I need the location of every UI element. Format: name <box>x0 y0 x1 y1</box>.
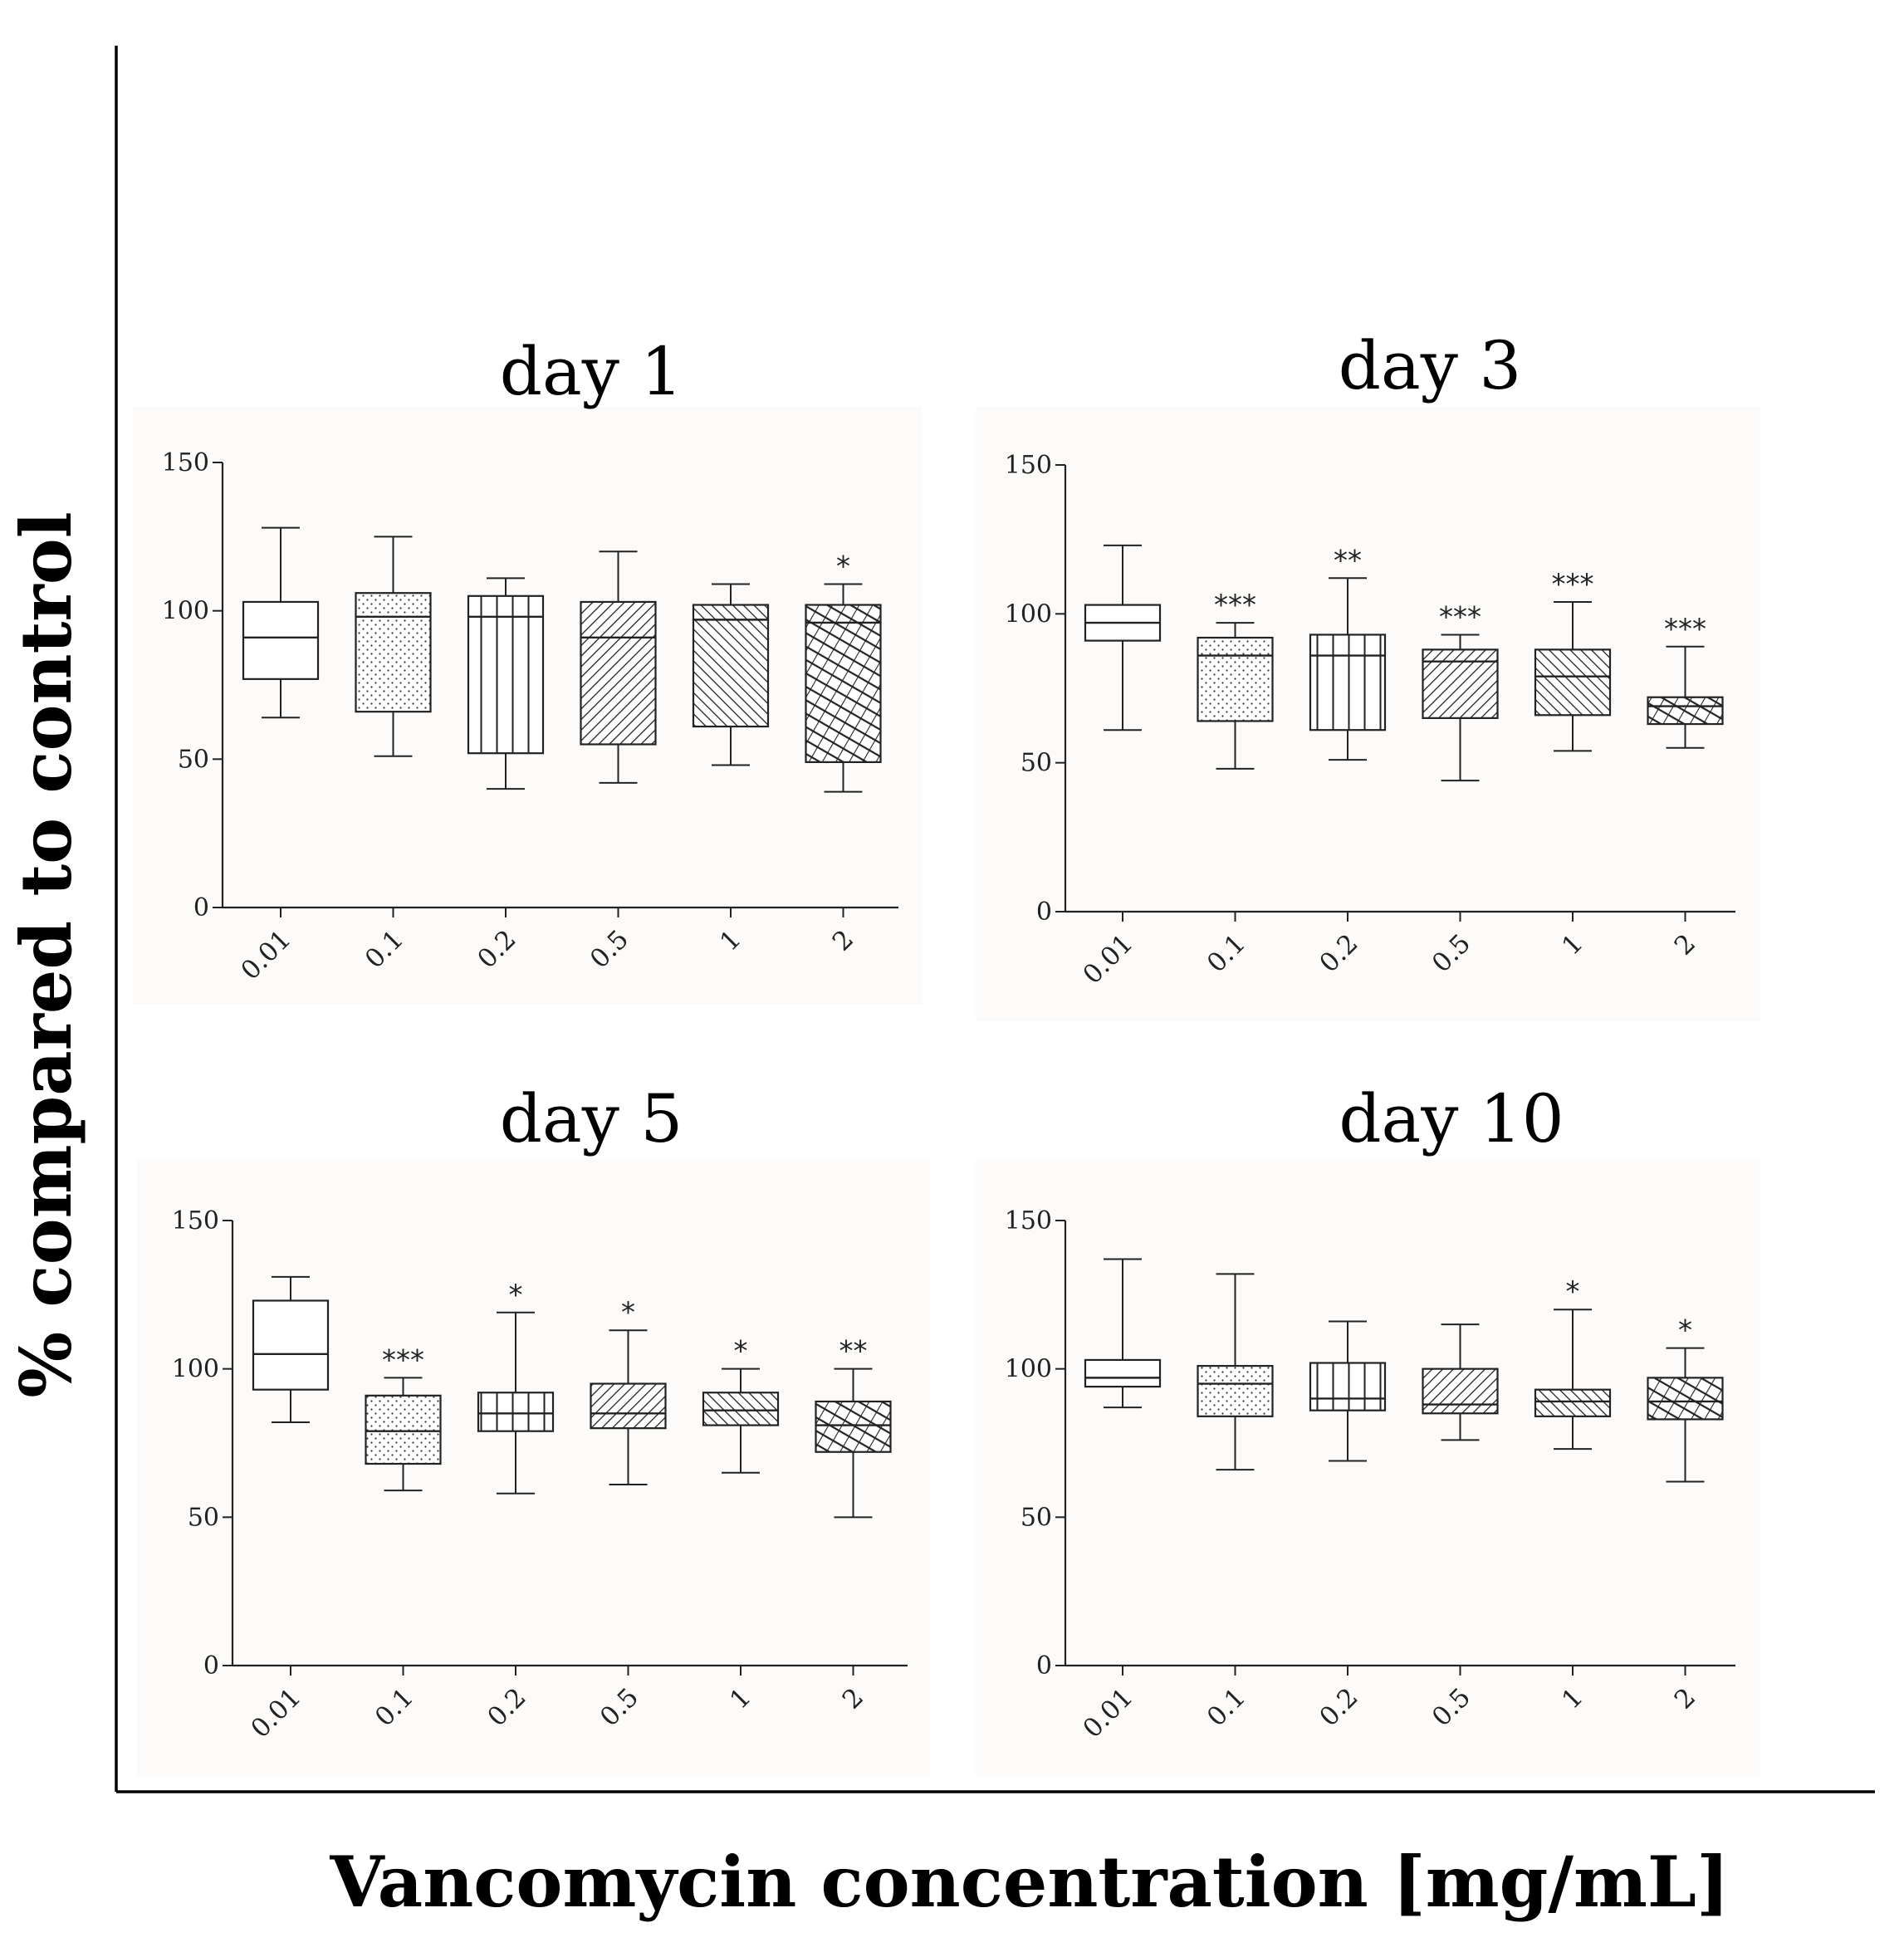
significance-marker: *** <box>1214 589 1256 622</box>
box-iqr <box>1647 1377 1724 1421</box>
y-tick-label: 150 <box>1005 451 1052 480</box>
y-tick-label: 100 <box>162 597 209 626</box>
box-iqr <box>580 600 657 746</box>
box-iqr <box>1422 648 1499 719</box>
box-iqr <box>590 1382 667 1430</box>
box-iqr <box>1197 636 1274 722</box>
panel-title: day 5 <box>500 1080 683 1157</box>
box-iqr <box>1647 696 1724 726</box>
y-tick-label: 0 <box>1036 898 1052 927</box>
significance-marker: * <box>836 550 850 584</box>
box-iqr <box>1309 634 1387 731</box>
significance-marker: *** <box>382 1343 424 1377</box>
box-iqr <box>365 1394 442 1465</box>
box-iqr <box>702 1392 780 1426</box>
y-tick-label: 50 <box>188 1503 219 1532</box>
significance-marker: * <box>734 1335 748 1368</box>
box-iqr <box>467 594 545 755</box>
box-iqr <box>815 1400 892 1453</box>
box-iqr <box>1534 1388 1612 1417</box>
y-tick-label: 50 <box>1021 1503 1052 1532</box>
panel-title: day 3 <box>1339 327 1521 404</box>
significance-marker: ** <box>839 1335 868 1368</box>
global-x-label: Vancomycin concentration [mg/mL] <box>329 1841 1729 1923</box>
box-iqr <box>477 1392 555 1432</box>
box-iqr <box>355 592 432 713</box>
y-tick-label: 150 <box>172 1206 219 1235</box>
significance-marker: *** <box>1552 568 1594 601</box>
box-iqr <box>1084 1358 1162 1388</box>
significance-marker: ** <box>1334 544 1362 577</box>
y-tick-label: 150 <box>162 448 209 477</box>
global-y-label: % compared to control <box>5 511 87 1397</box>
box-iqr <box>1309 1362 1387 1411</box>
y-tick-label: 150 <box>1005 1206 1052 1235</box>
significance-marker: * <box>621 1296 635 1329</box>
y-tick-label: 100 <box>1005 1355 1052 1384</box>
box-iqr <box>692 604 770 728</box>
y-tick-label: 0 <box>1036 1651 1052 1680</box>
significance-marker: *** <box>1664 613 1706 646</box>
panel-title: day 10 <box>1339 1080 1564 1157</box>
box-iqr <box>1422 1367 1499 1415</box>
box-iqr <box>242 600 320 680</box>
y-tick-label: 100 <box>172 1355 219 1384</box>
significance-marker: *** <box>1439 600 1481 634</box>
box-iqr <box>1534 648 1612 717</box>
y-tick-label: 50 <box>178 745 209 774</box>
significance-marker: * <box>509 1279 523 1312</box>
box-iqr <box>805 604 882 764</box>
y-tick-label: 0 <box>203 1651 219 1680</box>
panel-background <box>976 1158 1760 1777</box>
y-tick-label: 50 <box>1021 749 1052 778</box>
panel-background <box>137 1158 930 1777</box>
box-iqr <box>252 1299 330 1391</box>
significance-marker: * <box>1678 1314 1692 1348</box>
y-tick-label: 100 <box>1005 599 1052 629</box>
box-iqr <box>1197 1364 1274 1417</box>
panel-title: day 1 <box>500 333 683 410</box>
y-tick-label: 0 <box>193 893 209 922</box>
significance-marker: * <box>1566 1275 1580 1309</box>
